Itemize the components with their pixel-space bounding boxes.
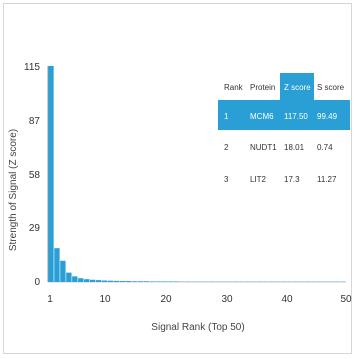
data-table: Rank Protein Z score S score 1 MCM6 117.… xyxy=(218,73,350,184)
bar xyxy=(137,281,144,282)
x-tick-label: 20 xyxy=(160,294,172,305)
bar xyxy=(60,260,66,282)
x-tick-label: 10 xyxy=(99,294,111,305)
bar xyxy=(72,276,78,282)
table-header-cell: Protein xyxy=(250,83,275,92)
table-cell: NUDT1 xyxy=(250,143,277,152)
y-tick-label: 29 xyxy=(29,223,41,234)
bar xyxy=(66,272,72,282)
x-tick-label: 50 xyxy=(340,294,352,305)
table-cell: 117.50 xyxy=(284,112,308,121)
table-cell: 18.01 xyxy=(284,143,305,152)
table-highlight-row xyxy=(218,100,350,130)
y-tick-label: 58 xyxy=(29,170,41,181)
bar xyxy=(101,280,108,282)
table-header-cell: Z score xyxy=(284,83,311,92)
table-header-cell: S score xyxy=(317,83,345,92)
x-tick-label: 40 xyxy=(281,294,293,305)
bar xyxy=(173,281,179,282)
bar xyxy=(54,248,60,282)
chart-frame xyxy=(3,3,352,354)
bar xyxy=(167,281,173,282)
y-tick-label: 87 xyxy=(29,116,41,127)
bar xyxy=(161,281,167,282)
x-axis-title: Signal Rank (Top 50) xyxy=(151,322,244,333)
y-axis-title: Strength of Signal (Z score) xyxy=(8,129,19,251)
bar xyxy=(107,280,114,282)
bar xyxy=(48,66,54,282)
bar xyxy=(119,281,126,282)
table-cell: 2 xyxy=(224,143,229,152)
table-cell: MCM6 xyxy=(250,112,274,121)
bar xyxy=(155,281,161,282)
bar xyxy=(113,280,120,282)
table-cell: 11.27 xyxy=(317,175,337,184)
bar xyxy=(95,280,102,282)
x-tick-label: 1 xyxy=(47,294,53,305)
bar xyxy=(125,281,132,282)
table-cell: 1 xyxy=(224,112,229,121)
bar xyxy=(90,279,96,282)
bar xyxy=(143,281,150,282)
table-cell: 3 xyxy=(224,175,229,184)
table-header-cell: Rank xyxy=(224,83,244,92)
bar xyxy=(78,278,84,282)
y-tick-label: 0 xyxy=(34,277,40,288)
table-cell: LIT2 xyxy=(250,175,267,184)
x-tick-label: 30 xyxy=(221,294,233,305)
bars-group xyxy=(48,66,346,282)
bar xyxy=(131,281,138,282)
table-cell: 17.3 xyxy=(284,175,300,184)
y-tick-label: 115 xyxy=(24,62,40,73)
table-header-highlight-cell xyxy=(280,73,314,100)
bar xyxy=(149,281,155,282)
table-cell: 99.49 xyxy=(317,112,338,121)
table-cell: 0.74 xyxy=(317,143,333,152)
bar xyxy=(84,279,90,282)
